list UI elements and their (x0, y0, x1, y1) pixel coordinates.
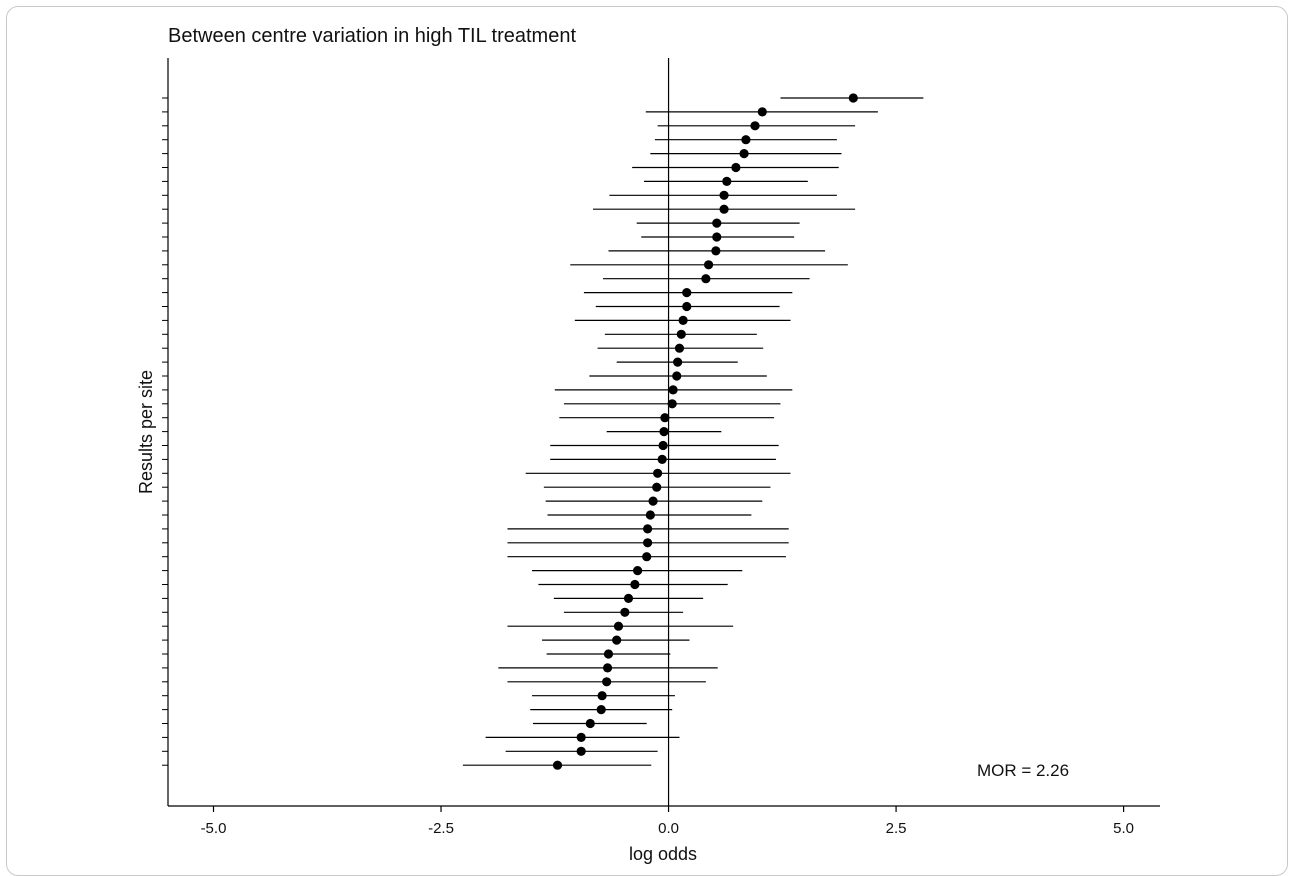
point-estimate (643, 538, 653, 548)
y-axis-ticks (162, 97, 168, 766)
point-estimate (602, 663, 613, 673)
point-estimate (648, 496, 658, 506)
site-results (462, 93, 924, 770)
point-estimate (660, 413, 670, 423)
point-estimate (668, 385, 678, 395)
x-tick-label: 0.0 (658, 820, 679, 837)
point-estimate (552, 760, 563, 770)
point-estimate (576, 732, 586, 743)
x-tick-label: -5.0 (201, 820, 227, 837)
point-estimate (701, 274, 711, 284)
point-estimate (653, 468, 663, 478)
point-estimate (613, 621, 624, 631)
point-estimate (682, 301, 692, 312)
x-tick-label: -2.5 (428, 820, 454, 837)
point-estimate (659, 427, 669, 437)
point-estimate (711, 246, 721, 256)
point-estimate (674, 343, 685, 353)
point-estimate (672, 371, 682, 381)
point-estimate (597, 691, 607, 701)
point-estimate (630, 579, 640, 590)
point-estimate (719, 190, 729, 200)
point-estimate (620, 607, 630, 617)
point-estimate (642, 552, 652, 562)
x-tick-label: 5.0 (1113, 820, 1134, 837)
point-estimate (719, 204, 729, 214)
point-estimate (602, 677, 612, 687)
point-estimate (603, 649, 614, 659)
point-estimate (576, 746, 586, 756)
point-estimate (676, 329, 686, 339)
point-estimate (757, 107, 767, 117)
point-estimate (739, 149, 749, 159)
x-axis-label: log odds (629, 844, 697, 864)
point-estimate (741, 135, 751, 145)
point-estimate (658, 440, 668, 451)
point-estimate (678, 315, 688, 325)
point-estimate (612, 635, 622, 645)
point-estimate (712, 232, 722, 242)
x-tick-label: 2.5 (886, 820, 907, 837)
point-estimate (731, 162, 741, 173)
y-axis-label: Results per site (136, 370, 156, 494)
point-estimate (596, 705, 606, 715)
point-estimate (848, 93, 858, 103)
point-estimate (682, 288, 692, 298)
point-estimate (585, 718, 595, 729)
point-estimate (652, 482, 662, 492)
point-estimate (643, 524, 653, 534)
point-estimate (673, 357, 683, 367)
point-estimate (750, 121, 760, 131)
point-estimate (633, 566, 643, 576)
point-estimate (623, 593, 634, 604)
mor-annotation: MOR = 2.26 (977, 761, 1069, 780)
point-estimate (657, 454, 667, 464)
x-axis-ticks: -5.0 -2.5 0.0 2.5 5.0 (201, 806, 1134, 837)
point-estimate (703, 260, 714, 270)
point-estimate (645, 510, 655, 520)
point-estimate (712, 218, 722, 228)
point-estimate (667, 399, 677, 409)
point-estimate (722, 176, 732, 186)
chart-title: Between centre variation in high TIL tre… (168, 25, 576, 47)
